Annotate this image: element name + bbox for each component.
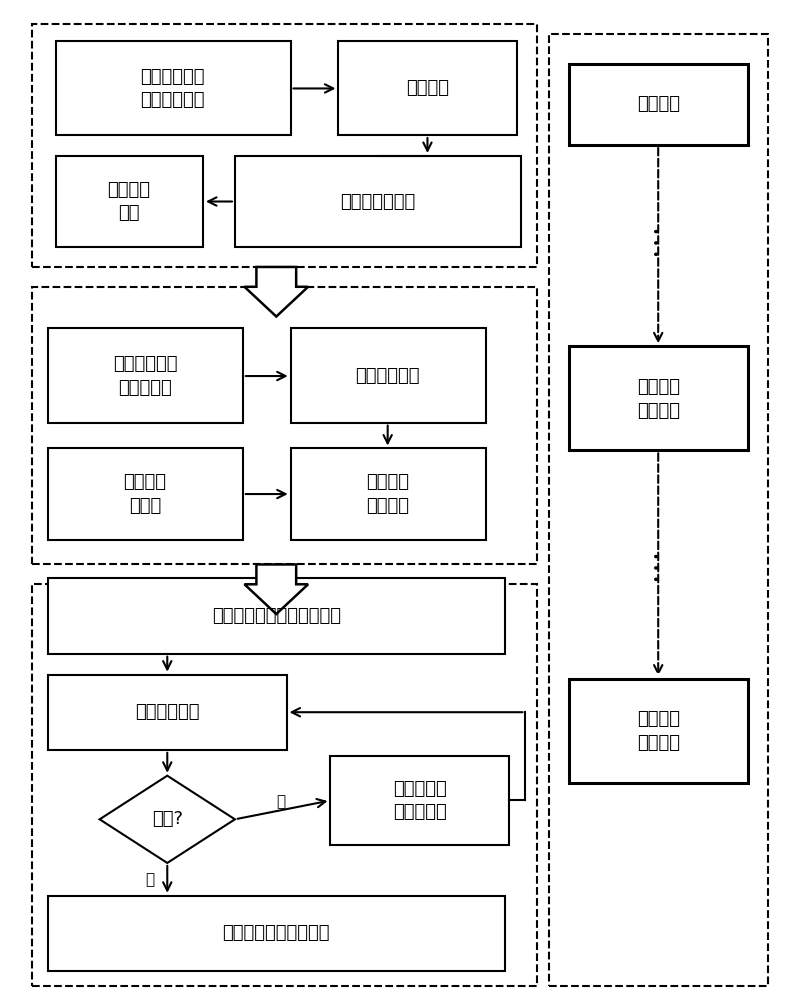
FancyBboxPatch shape — [338, 41, 516, 135]
Text: 降低一个制
动强度等级: 降低一个制 动强度等级 — [392, 780, 446, 821]
Polygon shape — [100, 776, 234, 863]
Text: 汽车行驶路面
高清图像采集: 汽车行驶路面 高清图像采集 — [141, 68, 205, 109]
FancyBboxPatch shape — [234, 156, 520, 247]
Polygon shape — [244, 564, 308, 614]
FancyBboxPatch shape — [569, 346, 747, 450]
Text: 制动强度
等级实现: 制动强度 等级实现 — [636, 710, 679, 752]
Text: 确定制动
强度等级: 确定制动 强度等级 — [365, 473, 409, 515]
FancyBboxPatch shape — [56, 156, 203, 247]
FancyBboxPatch shape — [48, 896, 505, 971]
Text: 路面最大制动
减速度确定: 路面最大制动 减速度确定 — [112, 355, 177, 397]
Text: 制动强度
等级确定: 制动强度 等级确定 — [636, 378, 679, 420]
Text: 抱死?: 抱死? — [152, 810, 182, 828]
Polygon shape — [244, 267, 308, 317]
Text: 深度自学习检测: 深度自学习检测 — [340, 193, 415, 211]
FancyBboxPatch shape — [290, 448, 485, 540]
FancyBboxPatch shape — [330, 756, 509, 845]
Text: • • •: • • • — [651, 552, 664, 582]
Text: 期望制动
减速度: 期望制动 减速度 — [124, 473, 166, 515]
FancyBboxPatch shape — [48, 675, 287, 750]
Text: 是: 是 — [276, 794, 285, 809]
FancyBboxPatch shape — [569, 64, 747, 145]
FancyBboxPatch shape — [290, 328, 485, 423]
FancyBboxPatch shape — [48, 328, 243, 423]
FancyBboxPatch shape — [48, 448, 243, 540]
FancyBboxPatch shape — [56, 41, 290, 135]
FancyBboxPatch shape — [48, 578, 505, 654]
Text: 路面检测: 路面检测 — [636, 95, 679, 113]
Text: 确定各高速开关电磁阀状态: 确定各高速开关电磁阀状态 — [211, 607, 340, 625]
FancyBboxPatch shape — [569, 678, 747, 783]
Text: 图像处理: 图像处理 — [406, 79, 448, 97]
Text: 维持当前制动强度等级: 维持当前制动强度等级 — [222, 924, 329, 942]
Text: 路面类别
确定: 路面类别 确定 — [108, 181, 150, 222]
Text: 否: 否 — [145, 872, 154, 887]
Text: • • •: • • • — [651, 227, 664, 257]
Text: 制动区间确定: 制动区间确定 — [355, 367, 419, 385]
Text: 车轮抱死检测: 车轮抱死检测 — [135, 703, 199, 721]
